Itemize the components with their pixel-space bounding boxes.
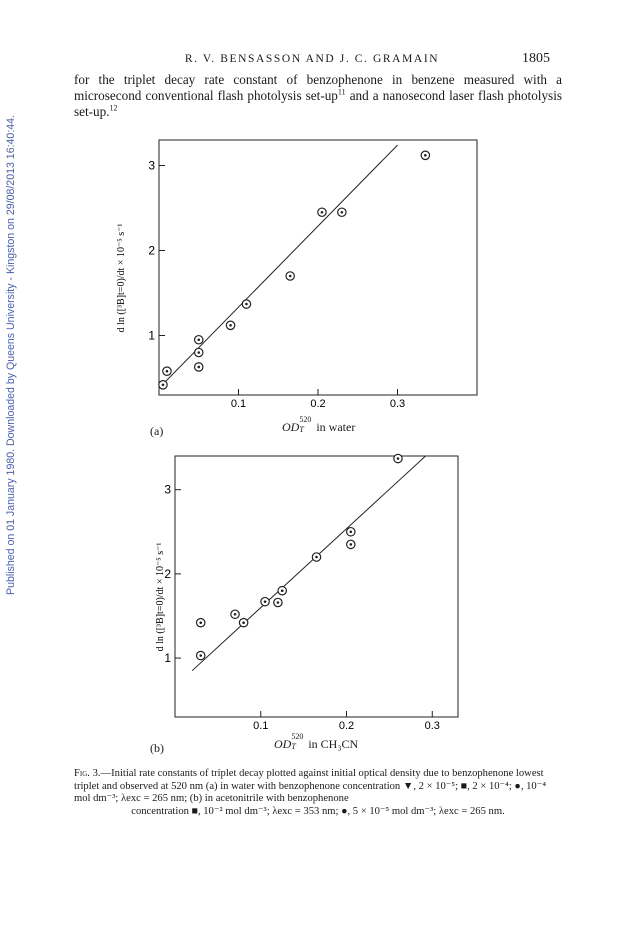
plot-frame: [158, 139, 478, 396]
caption-line2: concentration ■, 10⁻² mol dm⁻³; λexc = 3…: [131, 805, 505, 817]
xlabel-sub: T: [291, 742, 296, 751]
data-point-center: [424, 154, 427, 157]
reference-11[interactable]: 11: [337, 87, 346, 97]
xlabel-var: OD: [282, 420, 300, 434]
data-point-center: [197, 338, 201, 342]
panel-a-xlabel: OD 520 T in water: [282, 415, 356, 435]
data-point-center: [229, 324, 232, 327]
data-point-center: [197, 365, 201, 369]
x-tick-label: 0.3: [390, 398, 405, 410]
data-point-center: [245, 302, 248, 306]
x-tick-label: 0.1: [231, 398, 246, 410]
data-point-center: [320, 210, 324, 214]
body-text-part2: and a nanosecond laser flash photolysis …: [74, 88, 562, 119]
page-number: 1805: [522, 51, 550, 66]
x-tick-label: 0.2: [310, 398, 325, 410]
y-tick-label: 3: [148, 159, 155, 173]
panel-b-label: (b): [150, 741, 164, 755]
figure-caption: Fig. 3.—Initial rate constants of triple…: [74, 768, 562, 818]
data-point-center: [288, 274, 292, 278]
xlabel-rest: in water: [313, 420, 356, 434]
caption-lead: Fig. 3.: [74, 768, 101, 779]
xlabel-var: OD: [274, 737, 292, 751]
body-paragraph: for the triplet decay rate constant of b…: [74, 72, 562, 120]
running-header: R. V. BENSASSON AND J. C. GRAMAIN 1805: [0, 51, 624, 73]
y-axis-label: d ln ([³B]t=0)/dt × 10⁻⁵ s⁻¹: [116, 224, 127, 333]
data-point-center: [197, 351, 201, 354]
panel-a-label: (a): [150, 424, 164, 438]
xlabel-sup: 520: [299, 415, 312, 424]
data-point-center: [165, 369, 169, 373]
body-text-part1: for the triplet decay rate constant of b…: [74, 72, 562, 103]
reference-12[interactable]: 12: [109, 103, 118, 113]
caption-line1: —Initial rate constants of triplet decay…: [74, 768, 547, 805]
fit-line: [159, 144, 398, 389]
xlabel-rest: in CH₃CN: [305, 737, 359, 751]
data-point-center: [340, 210, 344, 214]
running-header-authors: R. V. BENSASSON AND J. C. GRAMAIN: [184, 53, 440, 65]
xlabel-sub: T: [299, 425, 304, 434]
panel-b-xlabel: OD 520 T in CH₃CN: [274, 732, 359, 752]
data-point-center: [161, 383, 165, 387]
y-tick-label: 2: [148, 244, 155, 258]
y-tick-label: 1: [148, 329, 155, 343]
xlabel-sup: 520: [291, 732, 304, 741]
